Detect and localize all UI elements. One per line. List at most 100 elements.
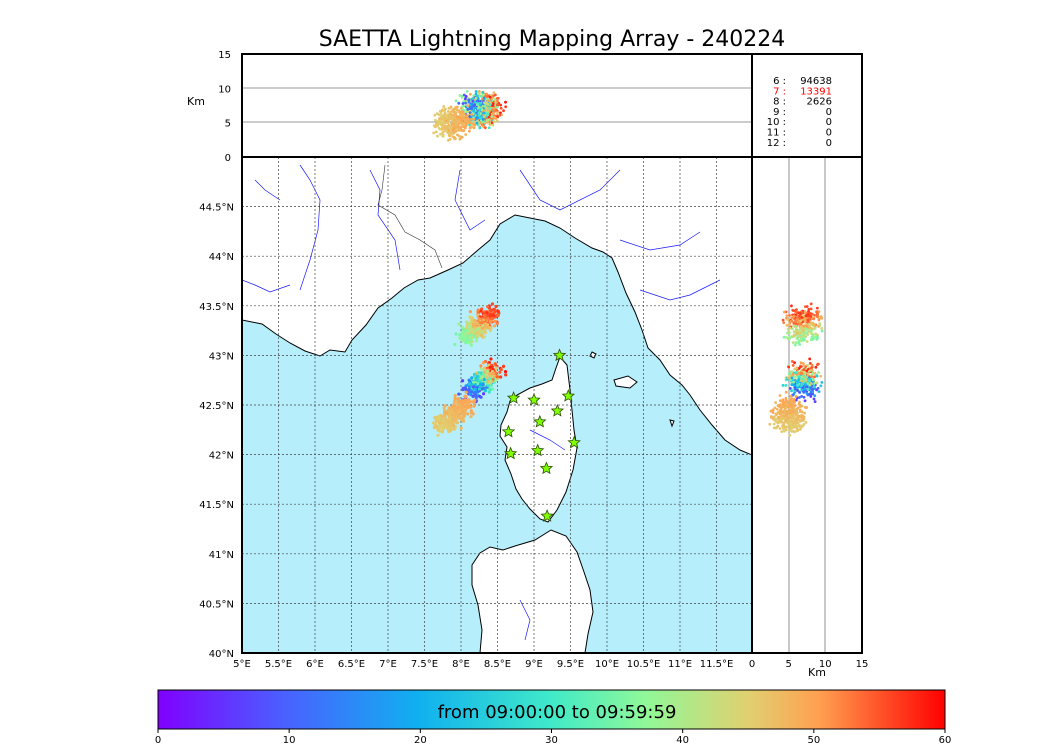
lightning-point [803,411,807,415]
lightning-point [461,416,465,420]
lightning-point [790,376,794,380]
lightning-point [464,101,467,105]
lightning-point [489,308,493,313]
lightning-point [465,114,469,118]
lightning-point [458,114,462,117]
lightning-point [803,364,806,368]
lightning-point [488,388,492,392]
lightning-point [439,123,443,126]
lightning-point [789,394,793,398]
lightning-point [782,429,786,433]
lightning-point [475,321,479,325]
lightning-point [784,402,788,406]
lightning-point [485,323,490,327]
lightning-point [469,415,473,419]
lightning-point [806,372,810,376]
lightning-point [792,314,796,318]
lightning-point [804,420,808,424]
lightning-point [800,418,803,422]
lightning-point [457,392,461,396]
lightning-point [457,101,461,105]
lightning-point [798,332,801,335]
lightning-point [465,90,469,93]
lightning-point [798,408,802,412]
lightning-point [804,375,808,379]
lightning-point [494,304,498,309]
lightning-point [778,409,782,413]
lightning-point [820,326,824,330]
lightning-point [441,416,445,420]
lightning-point [436,433,440,437]
lightning-point [788,420,791,423]
lightning-point [798,400,801,404]
lightning-point [495,375,499,379]
lightning-point [494,117,498,120]
lightning-point [446,131,449,134]
lightning-point [474,90,478,93]
lightning-point [780,430,784,434]
lightning-point [441,121,445,124]
lightning-point [482,93,485,97]
lightning-point [475,327,480,331]
lightning-point [486,317,490,321]
lightning-point [491,117,495,120]
lightning-point [804,314,808,318]
lightning-point [808,383,812,387]
lightning-point [469,125,473,129]
lightning-point [486,383,490,387]
lightning-point [495,313,499,317]
lightning-point [491,316,495,321]
lightning-point [783,310,786,314]
lat-tick-label: 42.5°N [199,401,234,412]
lightning-point [797,341,800,345]
station-star-icon [503,446,518,460]
lightning-point [476,103,479,106]
lightning-point [770,416,773,420]
lightning-point [449,426,454,430]
lightning-point [467,324,471,328]
lon-tick-label: 8°E [452,659,470,670]
lightning-point [466,327,471,331]
lightning-point [471,97,475,100]
lightning-point [495,119,499,123]
lightning-point [462,93,466,97]
lightning-point [446,110,450,113]
lightning-point [483,331,488,335]
lightning-point [478,126,482,130]
lightning-point [790,389,793,393]
lightning-point [815,310,819,313]
lightning-point [785,412,789,416]
lightning-point [801,362,805,365]
lightning-point [434,130,438,134]
lightning-point [782,321,786,325]
lightning-point [788,326,792,330]
lightning-point [788,387,792,390]
lightning-point [789,335,793,339]
lightning-point [455,119,459,122]
colorbar-tick-label: 20 [414,735,427,746]
lightning-point [481,91,485,94]
lightning-point [816,386,820,390]
count-value: 94638 [800,76,832,87]
lightning-point [475,94,479,98]
lightning-point [787,405,790,408]
lightning-point [475,99,479,103]
lightning-point [784,390,788,394]
lightning-point [801,314,805,317]
lightning-point [806,318,810,322]
lightning-point [491,387,495,391]
lightning-point [807,392,811,396]
lightning-point [482,367,487,371]
lightning-point [778,427,782,430]
lightning-point [470,335,474,340]
lat-tick-label: 44°N [209,252,234,263]
national-border [377,164,443,269]
lightning-point [817,325,820,328]
lightning-point [795,389,799,392]
lightning-point [781,383,785,387]
lightning-point [483,109,487,113]
lightning-point [463,404,467,409]
lightning-point [787,365,791,369]
lightning-point [498,113,502,117]
